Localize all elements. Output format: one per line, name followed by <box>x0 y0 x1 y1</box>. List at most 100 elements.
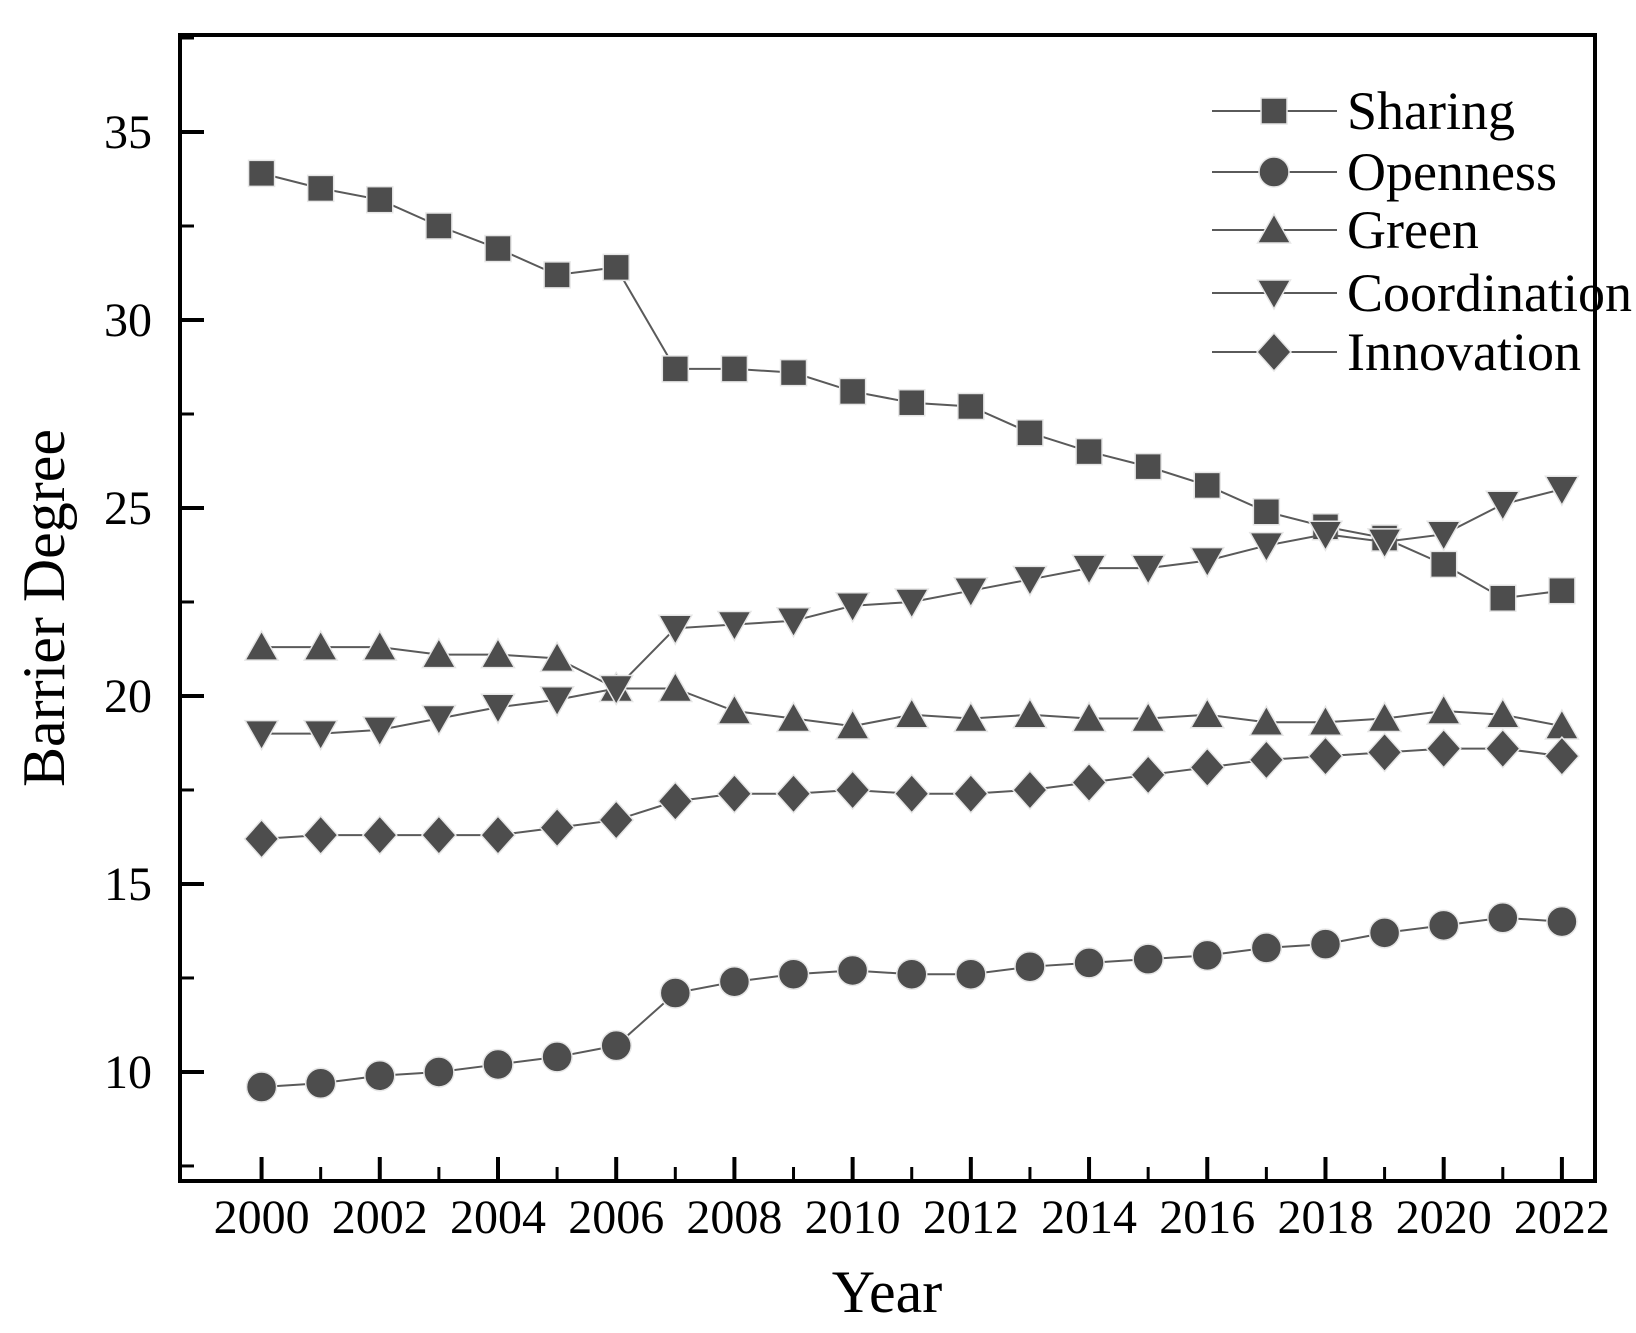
square-marker <box>543 261 571 289</box>
circle-marker <box>423 1056 455 1088</box>
triangle-down-marker <box>1307 520 1344 552</box>
diamond-marker <box>243 818 280 859</box>
diamond-marker <box>1255 331 1293 373</box>
triangle-up-marker <box>243 629 280 661</box>
triangle-down-marker <box>1544 475 1580 507</box>
circle-marker <box>836 954 869 987</box>
triangle-up-marker <box>1425 693 1462 725</box>
triangle-up-marker <box>1248 704 1285 737</box>
legend: Sharing Openness Green Coordination Inno… <box>1212 81 1632 382</box>
circle-marker <box>1191 939 1224 972</box>
x-tick-label: 2006 <box>568 1191 664 1244</box>
square-marker <box>1489 584 1517 612</box>
x-tick-label: 2022 <box>1514 1191 1610 1244</box>
y-tick-label: 35 <box>104 106 152 159</box>
x-tick-label: 2016 <box>1159 1191 1255 1244</box>
triangle-up-marker <box>539 640 575 673</box>
square-marker <box>779 358 808 387</box>
diamond-marker <box>1130 754 1167 796</box>
triangle-up-marker <box>1256 212 1292 244</box>
square-marker <box>897 388 926 417</box>
circle-marker <box>364 1059 396 1092</box>
triangle-down-marker <box>539 685 575 718</box>
diamond-marker <box>1425 728 1462 769</box>
square-marker <box>1252 497 1281 526</box>
triangle-down-marker <box>1425 520 1462 552</box>
circle-marker <box>1487 902 1519 934</box>
circle-marker <box>1368 917 1401 949</box>
square-marker <box>484 234 512 263</box>
diamond-marker <box>775 773 812 814</box>
triangle-up-marker <box>1012 697 1048 729</box>
circle-marker <box>1309 928 1342 960</box>
square-marker <box>1134 452 1162 481</box>
circle-marker <box>1132 943 1164 975</box>
x-tick-label: 2008 <box>686 1191 782 1244</box>
x-tick-label: 2002 <box>332 1191 428 1244</box>
x-tick-label: 2004 <box>450 1191 546 1244</box>
triangle-up-marker <box>421 637 457 669</box>
diamond-marker <box>952 773 989 814</box>
triangle-down-marker <box>421 704 457 737</box>
triangle-up-marker <box>1307 704 1344 737</box>
triangle-down-marker <box>598 674 634 706</box>
circle-marker <box>777 958 810 990</box>
circle-marker <box>600 1029 632 1062</box>
triangle-down-marker <box>657 614 694 646</box>
circle-marker <box>1250 932 1283 964</box>
diamond-marker <box>598 799 635 841</box>
circle-marker <box>659 977 692 1009</box>
triangle-up-marker <box>302 629 339 661</box>
square-marker <box>1548 576 1576 605</box>
triangle-down-marker <box>1012 565 1048 597</box>
diamond-marker <box>893 773 930 814</box>
x-tick-label: 2010 <box>805 1191 901 1244</box>
diamond-marker <box>479 814 516 856</box>
diamond-marker <box>657 781 694 822</box>
triangle-down-marker <box>1189 546 1226 579</box>
triangle-up-marker <box>1071 701 1107 733</box>
square-marker <box>425 212 453 240</box>
triangle-down-marker <box>243 719 280 752</box>
x-tick-label: 2000 <box>214 1191 310 1244</box>
x-tick-label: 2020 <box>1396 1191 1492 1244</box>
triangle-up-marker <box>893 697 930 729</box>
triangle-up-marker <box>953 701 989 733</box>
diamond-marker <box>1307 736 1344 777</box>
y-tick-label: 30 <box>104 294 152 347</box>
square-marker <box>1429 550 1458 579</box>
series-openness <box>245 902 1578 1103</box>
diamond-marker <box>302 814 339 856</box>
circle-marker <box>304 1067 337 1099</box>
y-tick-label: 10 <box>104 1046 152 1099</box>
square-marker <box>306 174 335 203</box>
diamond-marker <box>716 773 753 814</box>
y-tick-label: 25 <box>104 482 152 535</box>
plot-border <box>178 33 1597 1183</box>
triangle-down-marker <box>893 588 930 620</box>
diamond-marker <box>361 814 398 856</box>
diamond-marker <box>1011 769 1048 811</box>
triangle-down-marker <box>953 576 989 609</box>
square-marker <box>1075 437 1103 466</box>
circle-marker <box>1014 950 1046 983</box>
triangle-up-marker <box>716 693 753 725</box>
triangle-down-marker <box>1485 490 1521 522</box>
circle-marker <box>718 965 751 998</box>
triangle-down-marker <box>775 607 812 639</box>
square-marker <box>661 355 690 383</box>
x-tick-label: 2012 <box>923 1191 1019 1244</box>
square-marker <box>602 253 630 282</box>
triangle-up-marker <box>1366 701 1403 733</box>
diamond-marker <box>1484 728 1521 769</box>
square-marker <box>366 185 394 214</box>
circle-marker <box>1427 909 1460 942</box>
diamond-marker <box>1248 739 1285 781</box>
square-marker <box>957 392 985 421</box>
square-marker <box>1193 471 1222 500</box>
triangle-down-marker <box>1130 554 1166 586</box>
legend-label-innovation: Innovation <box>1347 322 1581 382</box>
series-coordination <box>243 475 1580 752</box>
